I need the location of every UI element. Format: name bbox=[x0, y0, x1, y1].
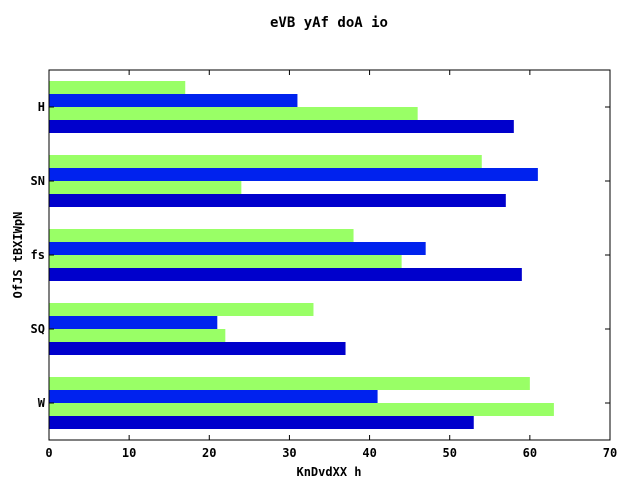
bar-H-s2 bbox=[49, 107, 418, 120]
bar-fs-s3 bbox=[49, 242, 426, 255]
x-tick-label: 10 bbox=[122, 446, 136, 460]
y-tick-label: H bbox=[38, 100, 45, 114]
x-tick-label: 60 bbox=[523, 446, 537, 460]
x-tick-label: 70 bbox=[603, 446, 617, 460]
bar-fs-s2 bbox=[49, 255, 402, 268]
bar-SQ-s1 bbox=[49, 342, 346, 355]
bar-SN-s3 bbox=[49, 168, 538, 181]
x-tick-label: 50 bbox=[442, 446, 456, 460]
x-tick-label: 40 bbox=[362, 446, 376, 460]
chart-title: eVB yAf doA io bbox=[270, 15, 388, 31]
y-tick-label: W bbox=[38, 396, 46, 410]
bar-H-s1 bbox=[49, 120, 514, 133]
bar-W-s3 bbox=[49, 390, 378, 403]
bar-SQ-s2 bbox=[49, 329, 226, 342]
bar-SN-s4 bbox=[49, 155, 482, 168]
y-tick-label: SQ bbox=[31, 322, 45, 336]
bar-SN-s2 bbox=[49, 181, 242, 194]
x-tick-label: 20 bbox=[202, 446, 216, 460]
bar-H-s3 bbox=[49, 94, 298, 107]
y-tick-label: fs bbox=[31, 248, 45, 262]
x-axis-ticks: 0 10 20 30 40 50 60 70 bbox=[45, 70, 617, 460]
bar-SN-s1 bbox=[49, 194, 506, 207]
x-tick-label: 0 bbox=[45, 446, 52, 460]
y-axis-ticks: W SQ fs SN H bbox=[31, 100, 610, 410]
bar-SQ-s4 bbox=[49, 303, 314, 316]
y-tick-label: SN bbox=[31, 174, 45, 188]
bar-H-s4 bbox=[49, 81, 186, 94]
x-axis-label: KnDvdXX h bbox=[296, 465, 361, 479]
bars-layer bbox=[49, 81, 554, 429]
x-tick-label: 30 bbox=[282, 446, 296, 460]
bar-fs-s4 bbox=[49, 229, 354, 242]
y-axis-label: OfJS tBXIWpN bbox=[11, 212, 25, 299]
bar-SQ-s3 bbox=[49, 316, 218, 329]
bar-W-s2 bbox=[49, 403, 554, 416]
bar-W-s4 bbox=[49, 377, 530, 390]
bar-W-s1 bbox=[49, 416, 474, 429]
bar-fs-s1 bbox=[49, 268, 522, 281]
